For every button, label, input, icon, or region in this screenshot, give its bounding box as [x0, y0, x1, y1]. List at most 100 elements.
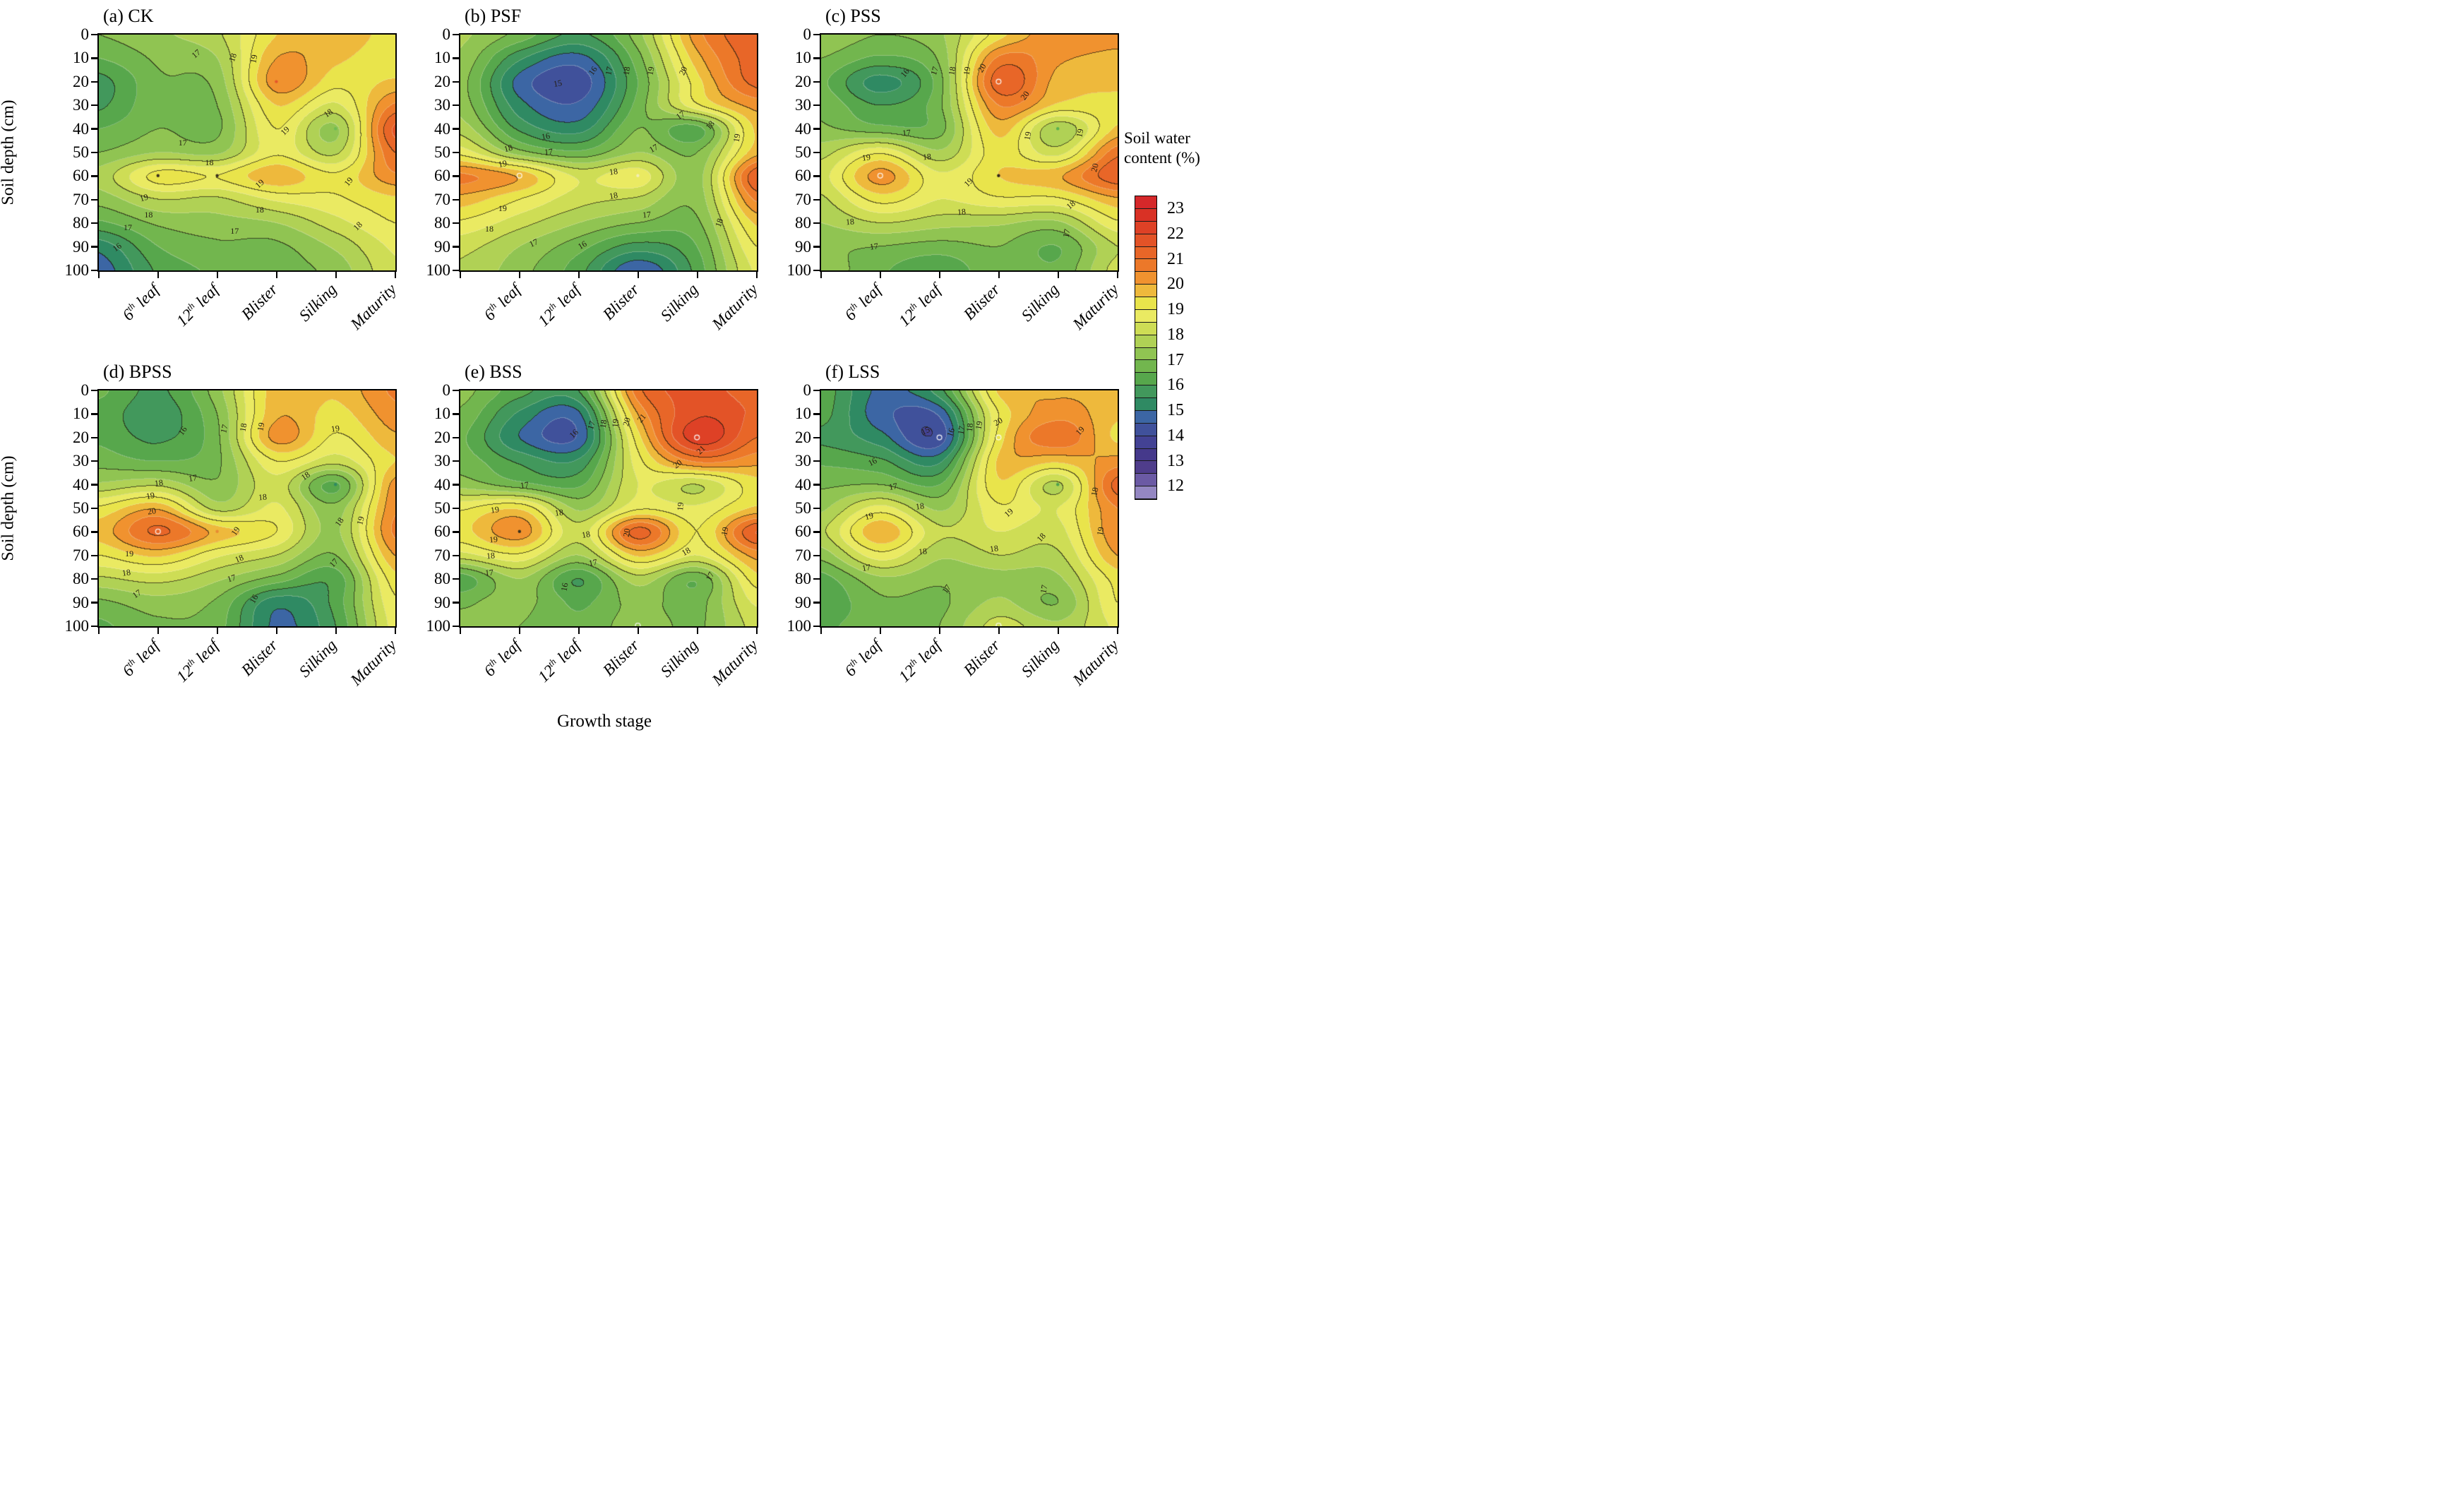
x-category-label: Maturity — [708, 636, 761, 689]
x-tick — [879, 272, 882, 278]
contour-line-label: 18 — [914, 501, 925, 513]
contour-line-label: 19 — [645, 66, 657, 76]
y-tick-label: 70 — [795, 190, 811, 208]
y-tick — [453, 80, 459, 83]
contour-canvas-pss — [821, 35, 1118, 270]
colorbar-tick-label: 20 — [1167, 275, 1184, 294]
contour-line-label: 18 — [845, 216, 855, 227]
y-tick-label: 100 — [426, 617, 451, 635]
colorbar-segment — [1135, 285, 1156, 297]
y-tick — [91, 33, 97, 36]
x-category-label: 12th leaf — [895, 636, 945, 686]
colorbar-segment — [1135, 347, 1156, 361]
x-category-label: Silking — [657, 280, 702, 325]
x-category-label: Maturity — [347, 280, 400, 333]
y-tick — [91, 554, 97, 556]
colorbar-segment — [1135, 436, 1156, 449]
x-category-label: 6th leaf — [841, 636, 885, 680]
plot-title-ck: (a) CK — [103, 6, 154, 26]
y-tick-label: 30 — [434, 452, 450, 470]
x-category-label: Silking — [1017, 280, 1063, 325]
contour-line-label: 19 — [1022, 130, 1034, 141]
y-tick — [91, 57, 97, 59]
y-tick-label: 40 — [73, 119, 89, 138]
x-tick — [275, 628, 278, 634]
y-tick — [91, 246, 97, 248]
x-category-label: 12th leaf — [534, 280, 584, 330]
contour-line-label: 20 — [146, 506, 157, 517]
plot-title-bpss: (d) BPSS — [103, 361, 172, 382]
y-tick — [453, 222, 459, 225]
y-tick — [813, 507, 820, 510]
x-category-label: Blister — [237, 636, 281, 680]
y-tick — [453, 436, 459, 438]
y-tick-label: 80 — [73, 570, 89, 588]
y-tick-label: 10 — [434, 49, 450, 67]
y-tick — [91, 151, 97, 154]
y-tick — [813, 151, 820, 154]
x-tick — [518, 628, 521, 634]
y-tick-label: 40 — [434, 119, 450, 138]
y-tick-label: 60 — [795, 522, 811, 541]
contour-line-label: 19 — [498, 203, 507, 214]
colorbar-title-line1: Soil water — [1124, 129, 1190, 147]
y-tick — [453, 413, 459, 415]
x-tick — [820, 628, 823, 634]
x-tick — [578, 628, 580, 634]
colorbar-segment — [1135, 373, 1156, 386]
contour-line-label: 17 — [861, 562, 872, 574]
y-tick-label: 70 — [795, 546, 811, 564]
colorbar-segment — [1135, 385, 1156, 398]
y-tick-label: 60 — [434, 522, 450, 541]
x-category-label: 12th leaf — [172, 636, 222, 686]
y-tick-label: 60 — [434, 167, 450, 185]
x-tick — [1057, 272, 1060, 278]
contour-canvas-bpss — [99, 390, 395, 626]
x-tick — [755, 272, 758, 278]
y-tick — [813, 389, 820, 392]
y-tick-label: 80 — [795, 570, 811, 588]
y-tick-label: 50 — [73, 499, 89, 517]
colorbar-segment — [1135, 448, 1156, 462]
y-tick — [91, 507, 97, 510]
colorbar-tick-label: 18 — [1167, 325, 1184, 344]
y-tick — [813, 625, 820, 628]
contour-line-label: 17 — [178, 137, 187, 148]
contour-line-label: 18 — [1088, 486, 1101, 497]
y-tick-label: 50 — [434, 143, 450, 161]
y-tick-label: 30 — [434, 96, 450, 114]
y-tick — [813, 80, 820, 83]
x-category-label: 6th leaf — [119, 280, 163, 324]
y-tick-label: 50 — [73, 143, 89, 161]
y-tick-label: 40 — [795, 475, 811, 494]
y-tick-label: 90 — [73, 593, 89, 611]
y-tick — [813, 104, 820, 107]
y-tick-label: 10 — [73, 49, 89, 67]
y-tick — [453, 175, 459, 177]
y-tick — [453, 531, 459, 533]
x-tick — [1116, 628, 1119, 634]
colorbar-segment — [1135, 360, 1156, 373]
contour-line-label: 17 — [484, 567, 494, 578]
colorbar-segment — [1135, 208, 1156, 222]
y-tick — [91, 128, 97, 130]
colorbar-segment — [1135, 423, 1156, 436]
contour-line-label: 17 — [544, 146, 554, 157]
y-tick — [91, 578, 97, 580]
x-tick — [578, 272, 580, 278]
contour-canvas-ck — [99, 35, 395, 270]
y-tick — [453, 269, 459, 272]
colorbar-tick-label: 12 — [1167, 477, 1184, 496]
contour-line-label: 19 — [861, 152, 871, 164]
y-tick-label: 100 — [426, 261, 451, 279]
y-tick — [813, 531, 820, 533]
y-tick-label: 60 — [73, 522, 89, 541]
y-tick-label: 10 — [795, 49, 811, 67]
y-tick-label: 70 — [434, 190, 450, 208]
y-axis-title: Soil depth (cm) — [0, 100, 18, 205]
contour-line-label: 17 — [641, 209, 652, 220]
contour-plot-bpss: (d) BPSS Soil depth (cm) 0 10 20 30 40 50 60 70… — [0, 361, 400, 689]
x-tick — [696, 628, 699, 634]
y-tick-label: 30 — [73, 96, 89, 114]
contour-line-label: 19 — [961, 66, 973, 76]
